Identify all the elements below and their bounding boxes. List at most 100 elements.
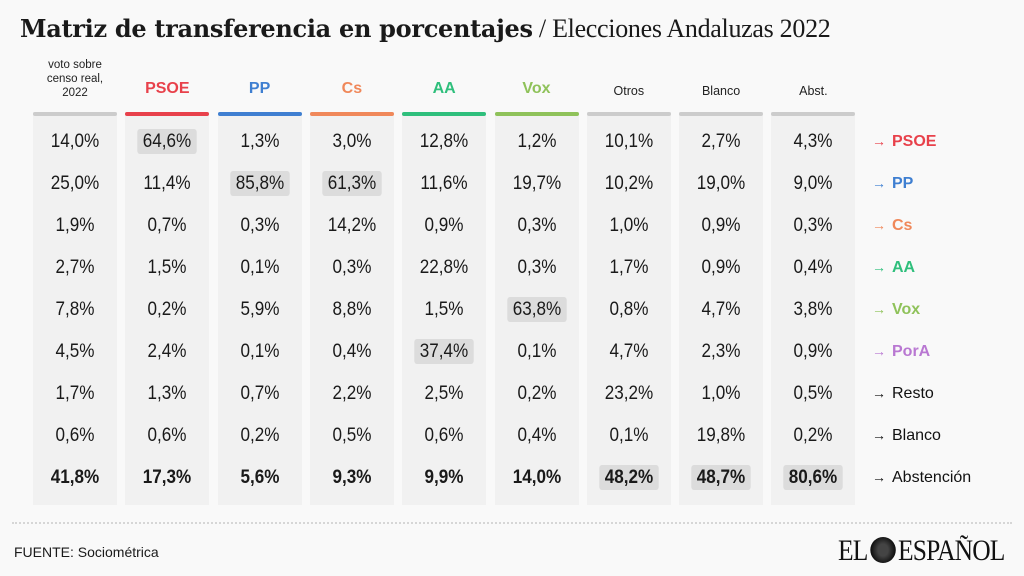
table-cell: 61,3% <box>314 169 390 199</box>
cell-value: 1,0% <box>701 383 741 404</box>
row-label: → Resto <box>872 381 934 405</box>
cell-value: 48,2% <box>599 465 659 490</box>
table-cell: 3,8% <box>776 295 852 325</box>
cell-value: 0,9% <box>793 341 833 362</box>
column-header-bar <box>771 112 856 116</box>
column-header-bar <box>586 112 671 116</box>
cell-value: 2,2% <box>332 383 372 404</box>
cell-value: 11,6% <box>420 173 468 194</box>
cell-value: 7,8% <box>55 299 95 320</box>
table-cell: 2,7% <box>37 253 113 283</box>
table-cell: 0,6% <box>37 421 113 451</box>
cell-value: 0,6% <box>147 425 187 446</box>
cell-value: 37,4% <box>414 339 474 364</box>
table-cell: 1,7% <box>591 253 667 283</box>
lion-icon <box>870 537 896 563</box>
table-cell: 4,5% <box>37 337 113 367</box>
column-bg <box>402 112 487 505</box>
cell-value: 23,2% <box>604 383 654 404</box>
table-cell: 0,8% <box>591 295 667 325</box>
column-header: PSOE <box>145 80 190 97</box>
cell-value: 2,7% <box>55 257 95 278</box>
column-header-bar <box>679 112 764 116</box>
table-cell: 0,4% <box>499 421 575 451</box>
column-bg <box>125 112 210 505</box>
table-cell: 25,0% <box>37 169 113 199</box>
table-cell: 0,5% <box>776 379 852 409</box>
column-header: AA <box>432 80 456 97</box>
table-cell: 0,2% <box>222 421 298 451</box>
cell-value: 9,0% <box>793 173 833 194</box>
table-cell: 48,2% <box>591 463 667 493</box>
cell-value: 2,7% <box>701 131 741 152</box>
table-cell: 0,4% <box>776 253 852 283</box>
cell-value: 4,7% <box>609 341 649 362</box>
cell-value: 61,3% <box>322 171 382 196</box>
arrow-icon: → <box>872 343 886 359</box>
row-label: → Blanco <box>872 423 941 447</box>
row-label: → PSOE <box>872 129 936 153</box>
cell-value: 85,8% <box>229 171 290 196</box>
cell-value: 3,0% <box>332 131 372 152</box>
column-header: voto sobre censo real, 2022 <box>46 59 104 99</box>
table-cell: 0,3% <box>776 211 852 241</box>
table-cell: 0,9% <box>776 337 852 367</box>
table-cell: 22,8% <box>406 253 482 283</box>
cell-value: 11,4% <box>143 173 191 194</box>
column-header: Cs <box>341 80 363 97</box>
table-cell: 0,4% <box>314 337 390 367</box>
row-label-text: Abstención <box>892 469 972 486</box>
table-cell: 1,5% <box>406 295 482 325</box>
cell-value: 2,3% <box>701 341 741 362</box>
column-bg <box>771 112 856 505</box>
cell-value: 17,3% <box>143 467 192 488</box>
table-cell: 12,8% <box>406 127 482 157</box>
cell-value: 1,2% <box>517 131 556 152</box>
cell-value: 0,7% <box>240 383 280 404</box>
cell-value: 4,3% <box>793 131 833 152</box>
cell-value: 0,2% <box>793 425 833 446</box>
column-bg <box>586 112 671 505</box>
column-header-bar <box>402 112 487 116</box>
table-cell: 0,3% <box>499 253 575 283</box>
row-label: → Abstención <box>872 465 971 489</box>
chart-title: Matriz de transferencia en porcentajes /… <box>20 14 831 44</box>
row-label-text: PP <box>892 175 914 192</box>
cell-value: 0,3% <box>793 215 833 236</box>
column-header-bar <box>217 112 302 116</box>
arrow-icon: → <box>872 217 886 233</box>
table-cell: 9,0% <box>776 169 852 199</box>
table-cell: 0,6% <box>406 421 482 451</box>
cell-value: 0,5% <box>332 425 372 446</box>
cell-value: 10,2% <box>604 173 654 194</box>
table-cell: 5,9% <box>222 295 298 325</box>
row-label: → PP <box>872 171 913 195</box>
table-cell: 2,7% <box>683 127 759 157</box>
cell-value: 9,9% <box>424 467 464 488</box>
cell-value: 0,6% <box>55 425 95 446</box>
table-cell: 2,2% <box>314 379 390 409</box>
table-cell: 7,8% <box>37 295 113 325</box>
table-cell: 14,2% <box>314 211 390 241</box>
table-cell: 0,2% <box>776 421 852 451</box>
table-cell: 14,0% <box>499 463 575 493</box>
arrow-icon: → <box>872 301 886 317</box>
row-label: → Cs <box>872 213 912 237</box>
cell-value: 1,0% <box>609 215 649 236</box>
arrow-icon: → <box>872 175 886 191</box>
row-label-text: AA <box>892 259 916 276</box>
cell-value: 0,9% <box>701 215 741 236</box>
table-cell: 48,7% <box>683 463 759 493</box>
cell-value: 19,7% <box>512 173 561 194</box>
column-bg <box>33 112 117 505</box>
table-cell: 80,6% <box>776 463 852 493</box>
arrow-icon: → <box>872 427 886 443</box>
column-header-bar <box>125 112 210 116</box>
table-cell: 0,9% <box>406 211 482 241</box>
table-cell: 1,3% <box>129 379 205 409</box>
table-cell: 0,5% <box>314 421 390 451</box>
cell-value: 0,2% <box>517 383 556 404</box>
column-header: PP <box>248 80 271 97</box>
table-cell: 0,2% <box>129 295 205 325</box>
source-note: FUENTE: Sociométrica <box>14 544 159 560</box>
